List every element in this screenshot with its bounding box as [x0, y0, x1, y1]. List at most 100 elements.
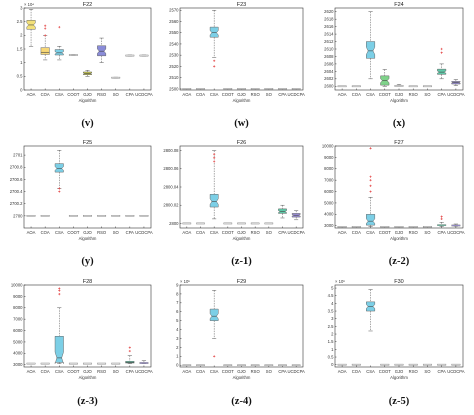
box-coa — [351, 85, 361, 88]
box-csa — [366, 289, 376, 332]
subfigure-label: (w) — [234, 118, 249, 129]
y-tick-label: 2 — [331, 331, 334, 336]
x-tick-label: CSA — [55, 230, 64, 235]
x-tick-label: CSA — [55, 369, 64, 374]
outlier-marker — [213, 355, 216, 358]
plot-frame — [334, 7, 464, 91]
subfigure-label: (z-2) — [389, 256, 410, 267]
y-tick-label: 2 — [176, 345, 179, 350]
y-tick-label: 2610 — [324, 46, 334, 51]
box-coa — [40, 362, 50, 365]
box-body — [264, 222, 274, 225]
x-axis-label: Algorithm — [390, 98, 408, 103]
box-body — [380, 363, 390, 366]
box-ucdcpa — [139, 360, 149, 364]
subfigure-label: (z-1) — [231, 256, 252, 267]
y-tick-label: 3000 — [324, 223, 334, 228]
x-tick-label: AOA — [27, 369, 36, 374]
box-so — [111, 76, 121, 79]
outlier-marker — [128, 346, 131, 349]
box-coa — [196, 222, 205, 225]
outlier-marker — [440, 47, 443, 51]
box-body — [68, 215, 78, 217]
y-tick-label: 2612 — [324, 39, 334, 44]
x-tick-label: UCDCPA — [447, 369, 465, 374]
x-tick-label: AOA — [338, 230, 347, 235]
x-tick-label: AOA — [338, 369, 347, 374]
y-tick-label: 1 — [20, 60, 23, 65]
outlier-marker — [58, 190, 61, 193]
box-gjo — [237, 88, 246, 90]
box-gjo — [394, 84, 404, 87]
y-tick-label: 6 — [176, 309, 179, 314]
box-body — [237, 88, 246, 90]
y-tick-label: 2604 — [324, 69, 334, 74]
box-csa — [366, 147, 376, 227]
x-tick-label: CPA — [278, 230, 287, 235]
y-tick-label: 1.5 — [328, 339, 334, 344]
y-tick-label: 5000 — [324, 200, 334, 205]
box-body — [182, 88, 192, 90]
x-tick-label: CSA — [210, 230, 219, 235]
y-tick-label: 2700.8 — [10, 165, 23, 170]
box-body — [451, 363, 461, 366]
x-tick-label: SO — [113, 230, 120, 235]
box-gjo — [394, 226, 404, 228]
x-tick-label: UCDCPA — [287, 230, 305, 235]
x-tick-label: RSO — [251, 230, 261, 235]
y-tick-label: 1 — [331, 347, 334, 352]
box-ucdcpa — [139, 54, 149, 57]
box-body — [264, 364, 274, 367]
y-tick-label: 2700.6 — [10, 177, 23, 182]
y-tick-label: 2570 — [169, 8, 179, 13]
box-body — [26, 215, 36, 217]
box-csa — [209, 150, 219, 220]
box-cpa — [278, 204, 287, 219]
x-tick-label: CSA — [55, 92, 64, 97]
x-tick-label: UCDCPA — [135, 92, 153, 97]
x-tick-label: RSO — [409, 369, 419, 374]
y-tick-label: 3 — [176, 336, 179, 341]
box-so — [264, 222, 274, 225]
box-csa — [366, 11, 376, 80]
y-tick-label: 8000 — [13, 305, 23, 310]
x-tick-label: CSA — [366, 369, 375, 374]
y-tick-label: 2510 — [169, 75, 179, 80]
box-coa — [40, 24, 50, 61]
box-gjo — [83, 362, 92, 365]
box-body — [394, 226, 404, 228]
box-body — [125, 54, 135, 57]
box-body — [223, 364, 233, 367]
x-tick-label: SO — [113, 92, 120, 97]
box-body — [337, 226, 347, 228]
y-tick-label: 2500 — [169, 86, 179, 91]
y-tick-label: 2530 — [169, 53, 179, 58]
y-tick-label: 2800.02 — [163, 203, 179, 208]
box-aoa — [26, 362, 36, 365]
box-gjo — [83, 215, 92, 217]
y-tick-label: 2618 — [324, 17, 334, 22]
outlier-marker — [213, 59, 216, 62]
plot-frame — [334, 145, 464, 229]
box-body — [250, 364, 260, 367]
box-body — [408, 226, 418, 228]
box-body — [111, 215, 121, 217]
outlier-marker — [58, 287, 61, 290]
box-coa — [351, 226, 361, 228]
box-csa — [54, 287, 64, 364]
box-body — [366, 214, 376, 226]
box-body — [394, 85, 404, 87]
x-tick-label: UCDCPA — [447, 92, 465, 97]
plot-frame — [179, 7, 304, 91]
box-body — [54, 49, 64, 56]
x-tick-label: UCDCPA — [287, 92, 305, 97]
box-body — [451, 224, 461, 227]
y-tick-label: 2700.2 — [10, 201, 23, 206]
box-body — [223, 222, 233, 225]
box-body — [337, 363, 347, 366]
box-panel-f23: F23 2500 2510 2520 2530 2540 2550 2560 2570 AOA CO… — [169, 2, 305, 129]
box-body — [40, 215, 50, 217]
y-tick-label: 2.5 — [17, 19, 23, 24]
box-coot — [223, 222, 233, 225]
x-tick-label: RSO — [251, 369, 261, 374]
